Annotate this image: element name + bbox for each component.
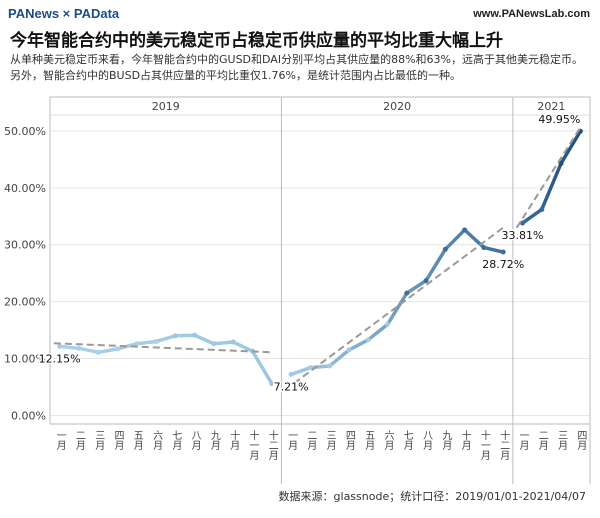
x-tick-label: 三月 — [324, 430, 336, 451]
x-tick-label: 十二月 — [266, 429, 278, 461]
data-point — [500, 249, 506, 255]
x-tick-label: 八月 — [421, 430, 433, 451]
data-point — [481, 245, 487, 251]
chart-subtitle: 从单种美元稳定币来看，今年智能合约中的GUSD和DAI分别平均占其供应量的88%… — [10, 53, 583, 82]
data-point — [423, 278, 429, 284]
data-point — [115, 346, 120, 352]
data-point — [307, 365, 313, 371]
series-line — [521, 130, 582, 225]
value-label: 33.81% — [502, 229, 544, 242]
x-tick-label: 一月 — [517, 430, 529, 451]
x-tick-label: 八月 — [189, 430, 201, 451]
x-tick-label: 六月 — [382, 430, 394, 451]
x-tick-label: 七月 — [401, 430, 413, 451]
series-line — [59, 333, 274, 385]
y-tick-label: 30.00% — [4, 239, 46, 252]
data-point — [134, 341, 140, 347]
y-tick-label: 10.00% — [4, 353, 46, 366]
data-point — [385, 321, 390, 327]
value-label: 28.72% — [482, 258, 524, 271]
panel-title: 2019 — [152, 100, 180, 113]
panel-title: 2020 — [383, 100, 411, 113]
value-label: 7.21% — [274, 380, 309, 393]
x-tick-label: 九月 — [440, 430, 452, 451]
y-tick-label: 0.00% — [11, 409, 46, 422]
x-tick-label: 四月 — [343, 430, 355, 451]
x-tick-label: 五月 — [363, 430, 375, 451]
source-note: 数据来源：glassnode；统计口径：2019/01/01-2021/04/0… — [278, 490, 586, 503]
panel-title: 2021 — [537, 100, 565, 113]
x-tick-label: 三月 — [556, 430, 568, 451]
x-tick-label: 一月 — [54, 430, 66, 451]
data-point — [95, 349, 101, 355]
data-point — [462, 227, 468, 233]
x-tick-label: 四月 — [112, 430, 124, 451]
y-tick-label: 20.00% — [4, 296, 46, 309]
data-point — [539, 206, 545, 212]
x-tick-label: 一月 — [286, 430, 298, 451]
data-point — [76, 345, 82, 351]
x-tick-label: 六月 — [151, 430, 163, 451]
data-point — [442, 246, 448, 252]
data-point — [288, 371, 294, 377]
data-point — [558, 160, 564, 166]
x-tick-label: 十月 — [228, 429, 240, 451]
x-tick-label: 十一月 — [247, 429, 259, 461]
data-point — [346, 347, 352, 353]
x-tick-label: 十月 — [459, 429, 471, 451]
data-point — [153, 338, 159, 344]
value-label: 12.15% — [39, 352, 81, 365]
data-point — [172, 333, 178, 339]
x-tick-label: 二月 — [536, 430, 548, 451]
trend-line — [284, 226, 504, 391]
data-point — [404, 290, 410, 296]
trend-line — [515, 126, 582, 229]
chart-title: 今年智能合约中的美元稳定币占稳定币供应量的平均比重大幅上升 — [10, 31, 503, 51]
value-label: 49.95% — [538, 113, 580, 126]
x-tick-label: 三月 — [93, 430, 105, 451]
x-tick-label: 十一月 — [478, 429, 490, 461]
x-tick-label: 四月 — [575, 430, 587, 451]
series-line — [290, 228, 504, 377]
data-point — [520, 220, 525, 226]
x-tick-label: 九月 — [208, 430, 220, 451]
x-tick-label: 二月 — [73, 430, 85, 451]
logo: PANews × PAData — [8, 6, 120, 21]
trend-line — [53, 342, 272, 354]
y-tick-label: 40.00% — [4, 182, 46, 195]
x-tick-label: 二月 — [305, 430, 317, 451]
data-point — [327, 363, 333, 369]
site-url: www.PANewsLab.com — [473, 8, 590, 20]
data-point — [211, 341, 217, 347]
data-point — [365, 337, 371, 343]
data-point — [57, 343, 63, 349]
data-point — [269, 381, 275, 387]
x-tick-label: 十二月 — [498, 429, 510, 461]
data-point — [192, 332, 198, 338]
x-tick-label: 五月 — [131, 430, 143, 451]
y-tick-label: 50.00% — [4, 125, 46, 138]
x-tick-label: 七月 — [170, 430, 182, 451]
data-point — [230, 339, 236, 345]
